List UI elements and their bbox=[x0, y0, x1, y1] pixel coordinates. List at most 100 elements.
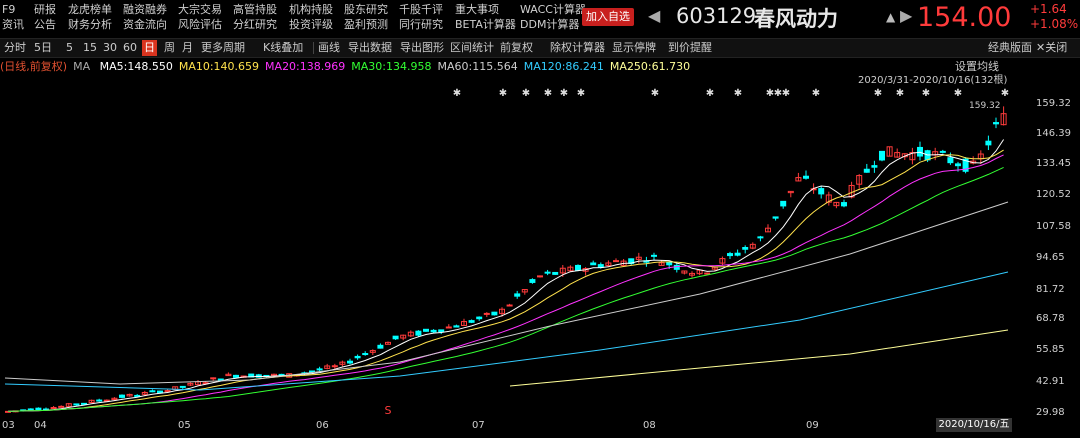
candle-body bbox=[97, 400, 102, 401]
candle-body bbox=[956, 164, 961, 166]
kline-chart[interactable]: ✱ ✱ ✱ ✱ ✱ ✱ ✱ ✱ ✱ ✱ ✱ ✱ ✱ ✱ ✱ ✱ ✱ ✱S bbox=[0, 84, 1034, 418]
range-stats-button[interactable]: 区间统计 bbox=[450, 40, 494, 56]
candle-body bbox=[477, 317, 482, 319]
cursor-date-badge: 2020/10/16/五 bbox=[936, 418, 1012, 432]
menu-item-forecast[interactable]: 盈利预测 bbox=[344, 17, 388, 32]
candle-body bbox=[652, 255, 657, 256]
menu-item-major-events[interactable]: 重大事项 bbox=[455, 2, 516, 17]
ma-legend-item: MA10:140.659 bbox=[179, 60, 259, 73]
show-suspended-button[interactable]: 显示停牌 bbox=[612, 40, 656, 56]
menu-item-risk[interactable]: 风险评估 bbox=[178, 17, 222, 32]
month-tick: 07 bbox=[472, 420, 485, 431]
tab-daily[interactable]: 日 bbox=[142, 40, 157, 56]
event-marker: ✱ bbox=[560, 88, 568, 99]
event-marker: ✱ bbox=[651, 88, 659, 99]
export-image-button[interactable]: 导出图形 bbox=[400, 40, 444, 56]
export-data-button[interactable]: 导出数据 bbox=[348, 40, 392, 56]
menu-item-beta[interactable]: BETA计算器 bbox=[455, 17, 516, 32]
candle-body bbox=[36, 408, 41, 410]
event-marker: ✱ bbox=[812, 88, 820, 99]
tab-30min[interactable]: 30 bbox=[103, 40, 117, 56]
candle-body bbox=[120, 395, 125, 397]
menu-item-f9[interactable]: F9 bbox=[2, 2, 24, 17]
close-button[interactable]: ✕关闭 bbox=[1036, 40, 1067, 56]
event-marker: ✱ bbox=[734, 88, 742, 99]
price-tick: 55.85 bbox=[1036, 344, 1065, 355]
menu-col-3: 融资融券 资金流向 bbox=[123, 2, 167, 32]
menu-item-inst-holdings[interactable]: 机构持股 bbox=[289, 2, 333, 17]
candle-body bbox=[180, 386, 185, 387]
menu-item-wacc[interactable]: WACC计算器 bbox=[520, 2, 586, 17]
ma-legend-item: MA120:86.241 bbox=[524, 60, 604, 73]
stock-code: 603129 bbox=[676, 4, 756, 28]
menu-item-margin[interactable]: 融资融券 bbox=[123, 2, 167, 17]
tab-60min[interactable]: 60 bbox=[123, 40, 137, 56]
adjust-select[interactable]: 前复权 bbox=[500, 40, 533, 56]
menu-item-announcement[interactable]: 公告 bbox=[34, 17, 56, 32]
menu-item-capital-flow[interactable]: 资金流向 bbox=[123, 17, 167, 32]
ma-legend-item: MA60:115.564 bbox=[437, 60, 517, 73]
price-tick: 120.52 bbox=[1036, 189, 1071, 200]
ma250-line bbox=[510, 330, 1008, 386]
menu-col-10: WACC计算器 DDM计算器 bbox=[520, 2, 586, 32]
menu-item-dragon-tiger[interactable]: 龙虎榜单 bbox=[68, 2, 112, 17]
candle-body bbox=[728, 254, 733, 256]
candle-body bbox=[135, 395, 140, 396]
menu-item-peer[interactable]: 同行研究 bbox=[399, 17, 443, 32]
current-price: 154.00 bbox=[917, 2, 1011, 33]
tab-5min[interactable]: 5 bbox=[66, 40, 73, 56]
prev-stock-icon[interactable]: ◀ bbox=[648, 6, 660, 25]
menu-item-financial-analysis[interactable]: 财务分析 bbox=[68, 17, 112, 32]
price-tick: 68.78 bbox=[1036, 313, 1065, 324]
price-alert-button[interactable]: 到价提醒 bbox=[668, 40, 712, 56]
price-tick: 133.45 bbox=[1036, 158, 1071, 169]
next-stock-icon[interactable]: ▶ bbox=[900, 6, 912, 25]
candle-body bbox=[781, 201, 786, 206]
menu-item-news[interactable]: 资讯 bbox=[2, 17, 24, 32]
menu-item-rating[interactable]: 投资评级 bbox=[289, 17, 333, 32]
candle-body bbox=[819, 189, 824, 194]
month-tick: 05 bbox=[178, 420, 191, 431]
menu-item-ddm[interactable]: DDM计算器 bbox=[520, 17, 586, 32]
classic-layout-button[interactable]: 经典版面 bbox=[988, 40, 1032, 56]
event-marker: ✱ bbox=[782, 88, 790, 99]
candle-body bbox=[994, 123, 999, 124]
ex-rights-calc-button[interactable]: 除权计算器 bbox=[550, 40, 605, 56]
tab-intraday[interactable]: 分时 bbox=[4, 40, 26, 56]
kline-overlay-button[interactable]: K线叠加 bbox=[263, 40, 303, 56]
menu-item-exec-holdings[interactable]: 高管持股 bbox=[233, 2, 277, 17]
candle-body bbox=[545, 272, 550, 273]
tab-15min[interactable]: 15 bbox=[83, 40, 97, 56]
tab-5day[interactable]: 5日 bbox=[34, 40, 52, 56]
alert-icon[interactable]: ▲ bbox=[886, 10, 895, 24]
candle-body bbox=[986, 141, 991, 145]
tab-monthly[interactable]: 月 bbox=[182, 40, 193, 56]
menu-item-research[interactable]: 研报 bbox=[34, 2, 56, 17]
candle-body bbox=[667, 262, 672, 264]
candle-body bbox=[104, 400, 109, 401]
candle-body bbox=[348, 361, 353, 363]
menu-item-block-trade[interactable]: 大宗交易 bbox=[178, 2, 222, 17]
event-marker: ✱ bbox=[874, 88, 882, 99]
tab-more-periods[interactable]: 更多周期 bbox=[201, 40, 245, 56]
draw-line-button[interactable]: 画线 bbox=[318, 40, 340, 56]
candle-body bbox=[439, 330, 444, 332]
tab-weekly[interactable]: 周 bbox=[164, 40, 175, 56]
event-marker: ✱ bbox=[954, 88, 962, 99]
ma-label: MA bbox=[73, 60, 90, 73]
add-watchlist-button[interactable]: 加入自选 bbox=[582, 8, 634, 26]
menu-item-dividend[interactable]: 分红研究 bbox=[233, 17, 277, 32]
event-marker: ✱ bbox=[577, 88, 585, 99]
top-menu-bar: F9 资讯 研报 公告 龙虎榜单 财务分析 融资融券 资金流向 大宗交易 风险评… bbox=[0, 0, 1080, 36]
price-tick: 107.58 bbox=[1036, 221, 1071, 232]
candle-body bbox=[469, 321, 474, 323]
price-tick: 94.65 bbox=[1036, 252, 1065, 263]
candle-body bbox=[416, 331, 421, 335]
candle-body bbox=[614, 261, 619, 262]
close-label: 关闭 bbox=[1045, 41, 1067, 54]
candle-body bbox=[918, 147, 923, 156]
candle-body bbox=[940, 151, 945, 152]
candle-body bbox=[804, 176, 809, 178]
menu-item-shareholders[interactable]: 股东研究 bbox=[344, 2, 388, 17]
menu-item-comments[interactable]: 千股千评 bbox=[399, 2, 443, 17]
